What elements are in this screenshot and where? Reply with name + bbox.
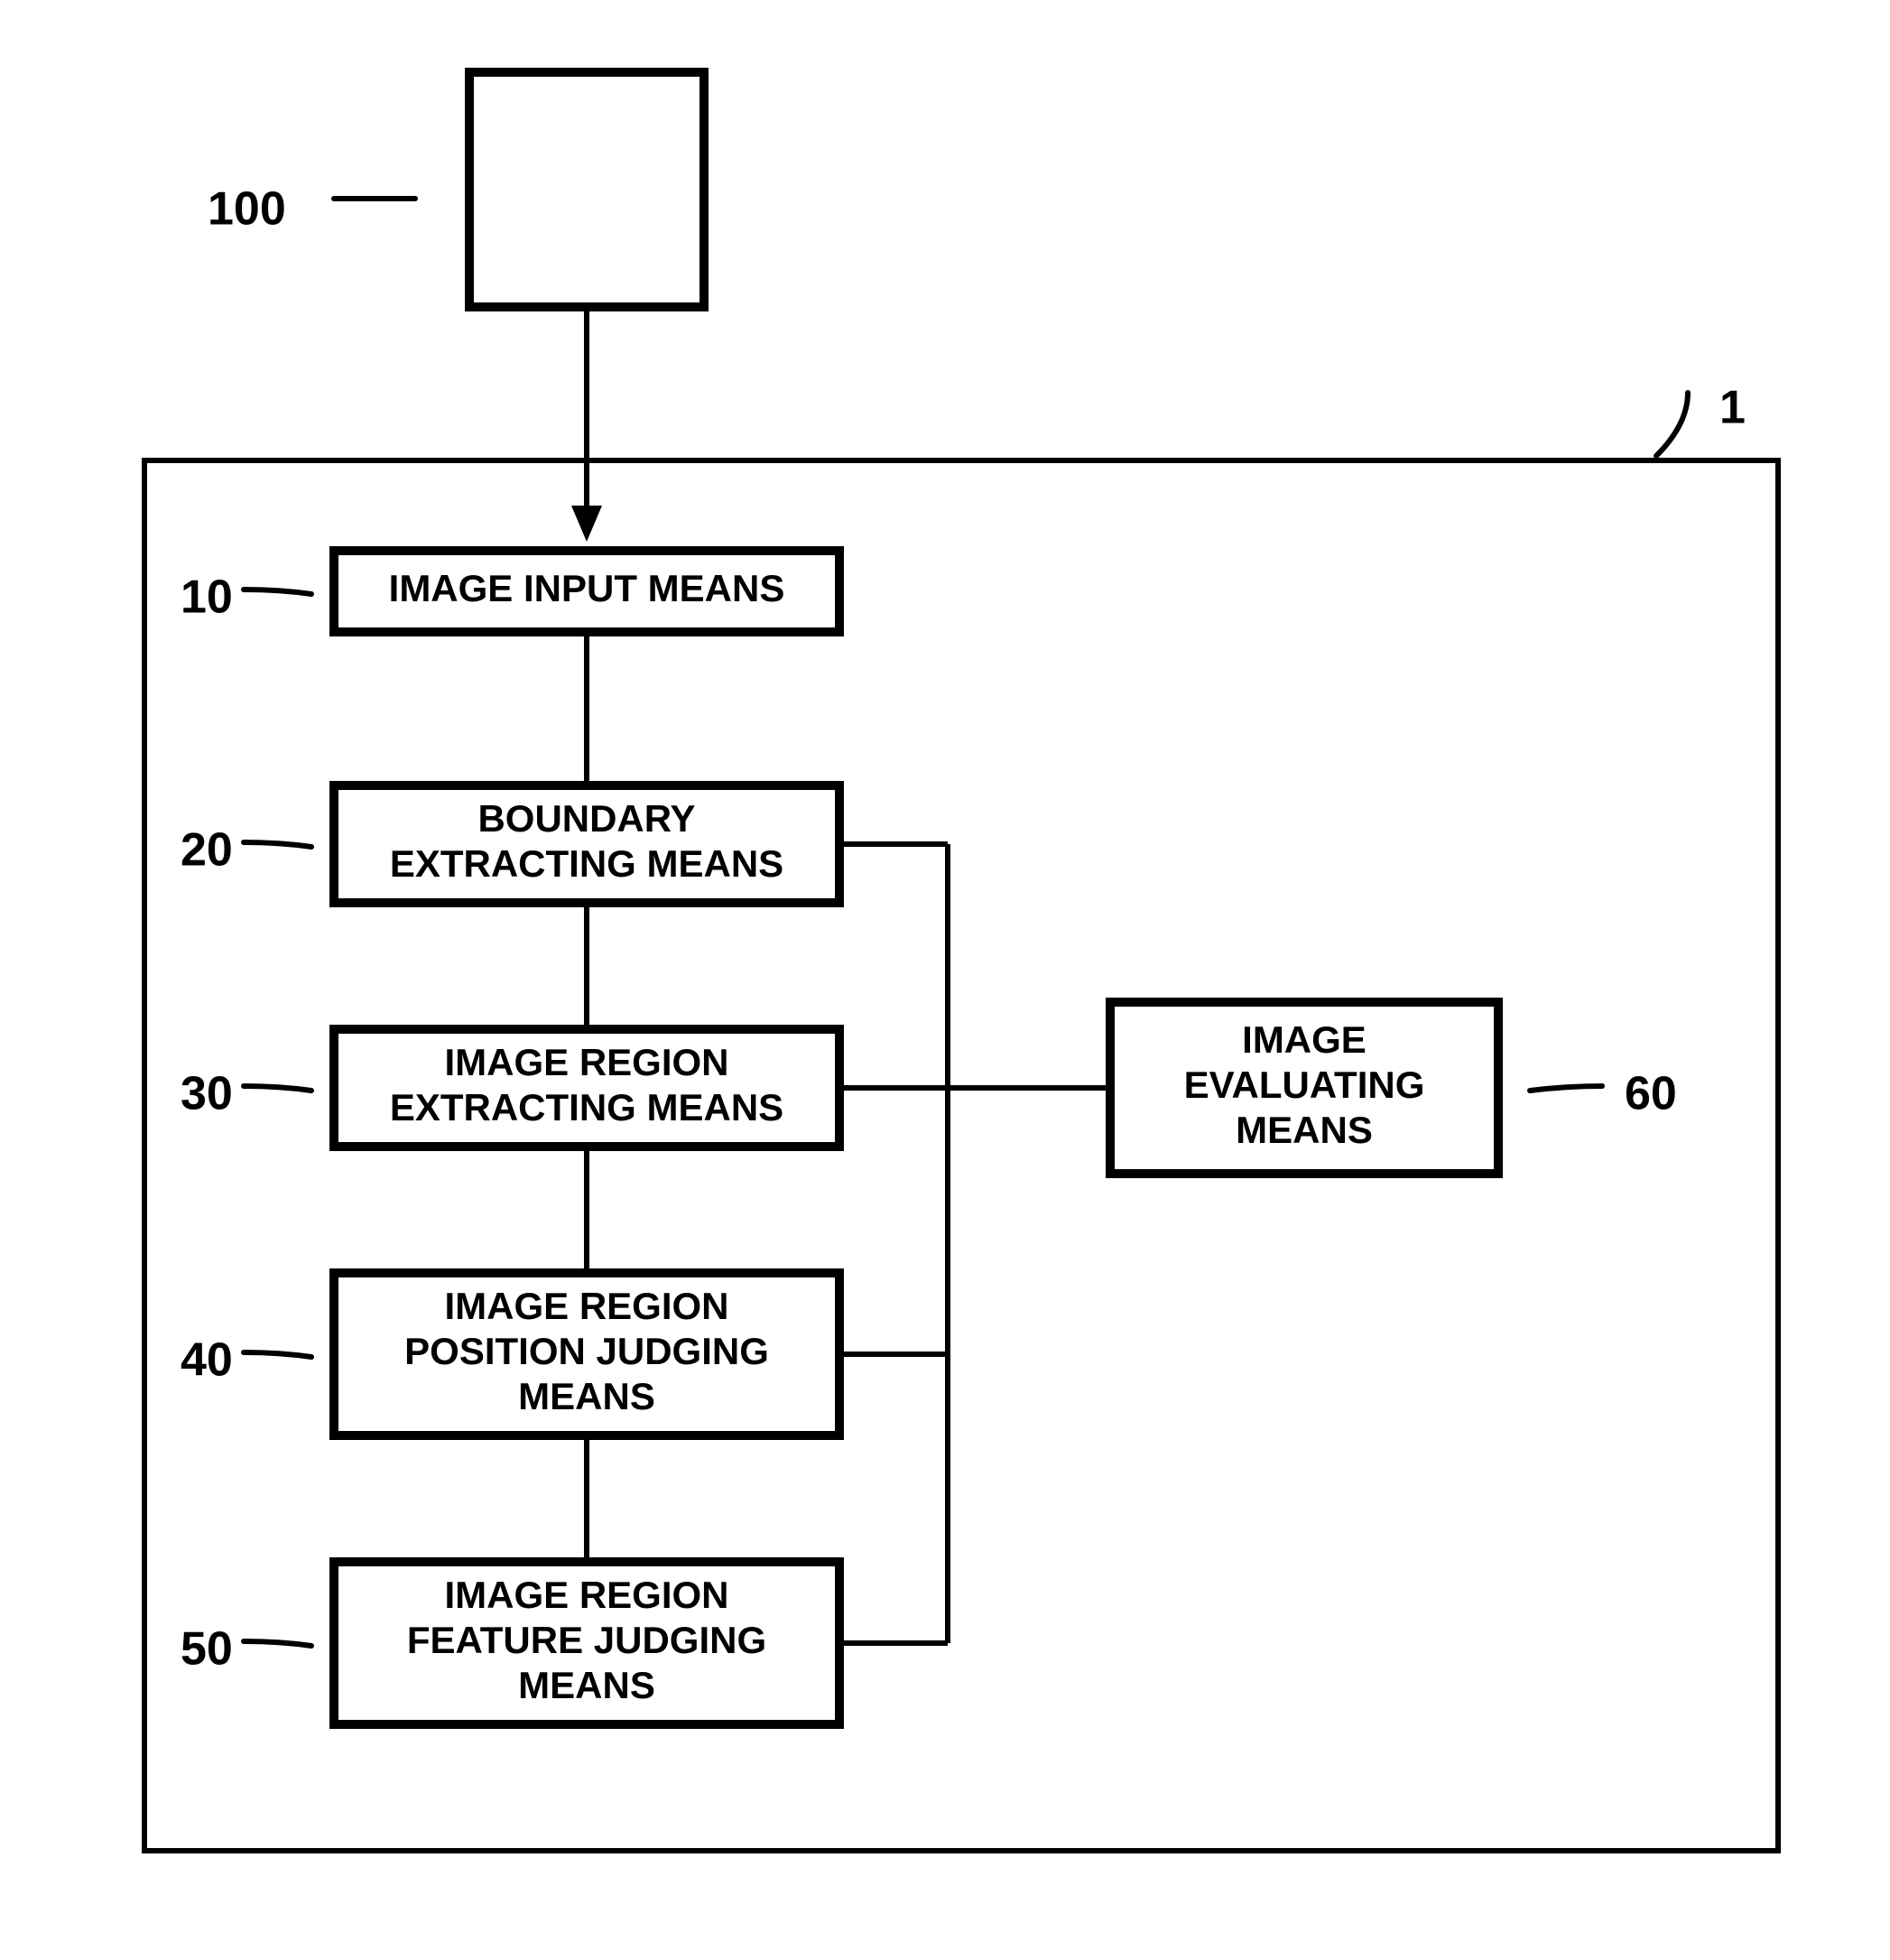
source-box xyxy=(469,72,704,307)
image-region-feature-judging-means-label: IMAGE REGION xyxy=(444,1574,728,1616)
image-region-position-judging-means-label: MEANS xyxy=(518,1375,655,1417)
ref-label-100: 100 xyxy=(208,183,286,236)
image-evaluating-means-label: MEANS xyxy=(1236,1109,1373,1151)
image-region-position-judging-means-label: IMAGE REGION xyxy=(444,1285,728,1327)
image-input-means-label: IMAGE INPUT MEANS xyxy=(389,567,785,609)
image-region-extracting-means-label: IMAGE REGION xyxy=(444,1041,728,1083)
boundary-extracting-means-label: EXTRACTING MEANS xyxy=(390,842,783,885)
ref-label-1: 1 xyxy=(1719,382,1746,434)
image-region-position-judging-means-label: POSITION JUDGING xyxy=(404,1330,769,1372)
ref-label-50: 50 xyxy=(181,1623,233,1676)
arrow-head-icon xyxy=(571,506,602,542)
ref-label-40: 40 xyxy=(181,1334,233,1387)
ref-label-20: 20 xyxy=(181,824,233,877)
ref-leader-40 xyxy=(244,1352,311,1357)
ref-label-60: 60 xyxy=(1625,1068,1677,1120)
ref-label-10: 10 xyxy=(181,571,233,624)
ref-leader-30 xyxy=(244,1086,311,1091)
system-container xyxy=(144,460,1778,1851)
image-region-feature-judging-means-label: MEANS xyxy=(518,1664,655,1706)
boundary-extracting-means-label: BOUNDARY xyxy=(477,797,695,840)
image-region-extracting-means-label: EXTRACTING MEANS xyxy=(390,1086,783,1129)
ref-leader-10 xyxy=(244,590,311,594)
image-region-feature-judging-means-label: FEATURE JUDGING xyxy=(407,1619,766,1661)
image-evaluating-means-label: EVALUATING xyxy=(1184,1064,1425,1106)
ref-leader-60 xyxy=(1530,1086,1602,1091)
image-evaluating-means-label: IMAGE xyxy=(1242,1018,1367,1061)
ref-leader-50 xyxy=(244,1641,311,1646)
ref-label-30: 30 xyxy=(181,1068,233,1120)
ref-leader-1 xyxy=(1656,393,1688,456)
ref-leader-20 xyxy=(244,842,311,847)
